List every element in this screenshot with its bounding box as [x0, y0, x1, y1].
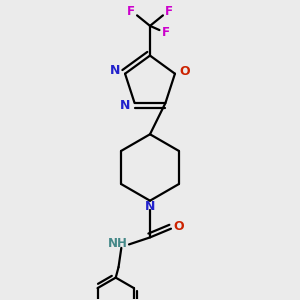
Text: F: F — [162, 26, 170, 39]
Text: N: N — [110, 64, 121, 77]
Text: O: O — [179, 65, 190, 79]
Text: F: F — [127, 5, 135, 18]
Text: N: N — [145, 200, 155, 214]
Text: NH: NH — [108, 237, 128, 250]
Text: F: F — [165, 5, 173, 18]
Text: N: N — [120, 99, 130, 112]
Text: O: O — [173, 220, 184, 233]
